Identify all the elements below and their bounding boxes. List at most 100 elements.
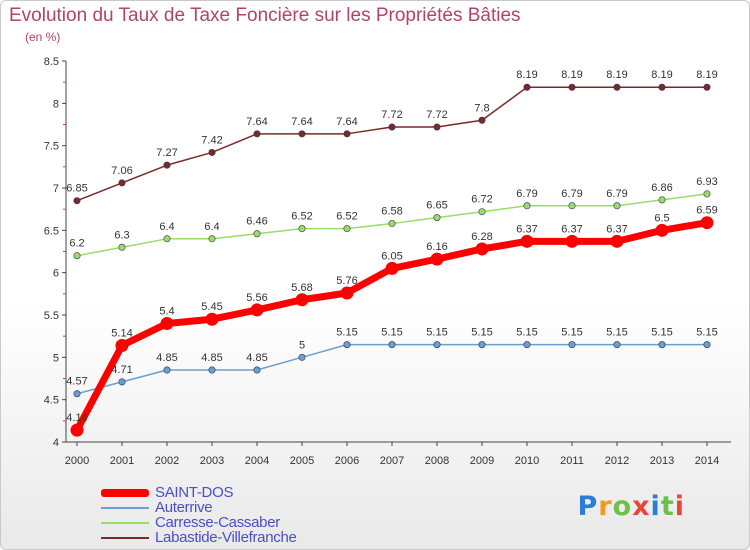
data-point <box>388 220 396 228</box>
chart-title: Evolution du Taux de Taxe Foncière sur l… <box>9 5 521 26</box>
data-point <box>73 252 81 260</box>
data-label: 6.37 <box>606 223 627 235</box>
logo-letter: P <box>577 491 599 522</box>
data-label: 6.79 <box>606 188 627 200</box>
data-label: 8.19 <box>516 69 537 81</box>
y-tick-label: 8 <box>53 98 59 110</box>
x-tick-label: 2004 <box>245 455 269 467</box>
data-label: 7.06 <box>111 165 132 177</box>
data-point <box>433 341 441 349</box>
data-labels: 4.14 5.14 5.4 5.45 5.56 5.68 5.76 6.05 6.16 6.28 6… <box>66 69 717 424</box>
data-label: 8.19 <box>606 69 627 81</box>
data-point <box>118 378 126 386</box>
y-tick-label: 7.5 <box>44 141 59 153</box>
data-point <box>253 366 261 374</box>
x-tick-label: 2010 <box>515 455 539 467</box>
data-point <box>298 225 306 233</box>
x-tick-label: 2000 <box>65 455 89 467</box>
y-tick-label: 5.5 <box>44 310 59 322</box>
data-point <box>253 130 261 138</box>
data-label: 6.28 <box>471 231 492 243</box>
data-point <box>250 303 264 317</box>
x-tick-label: 2011 <box>560 455 584 467</box>
series-layer <box>70 83 714 437</box>
logo-letter: i <box>650 491 661 522</box>
data-label: 6.37 <box>561 223 582 235</box>
data-label: 7.72 <box>426 109 447 121</box>
data-point <box>703 341 711 349</box>
x-tick-label: 2013 <box>650 455 674 467</box>
data-point <box>568 83 576 91</box>
legend-swatch <box>101 536 149 539</box>
data-point <box>475 242 489 256</box>
y-tick-label: 7 <box>53 183 59 195</box>
data-label: 6.58 <box>381 206 402 218</box>
data-label: 5.15 <box>471 327 492 339</box>
data-label: 6.79 <box>561 188 582 200</box>
data-point <box>343 225 351 233</box>
data-point <box>118 179 126 187</box>
data-point <box>253 230 261 238</box>
data-point <box>703 190 711 198</box>
data-label: 5.15 <box>381 327 402 339</box>
data-label: 5.15 <box>696 327 717 339</box>
data-point <box>298 130 306 138</box>
data-point <box>568 341 576 349</box>
x-tick-label: 2007 <box>380 455 404 467</box>
data-point <box>658 83 666 91</box>
data-point <box>163 235 171 243</box>
series-line-labastide-villefranche <box>76 86 708 202</box>
data-label: 6.59 <box>696 205 717 217</box>
data-point <box>385 261 399 275</box>
data-point <box>205 312 219 326</box>
data-label: 5 <box>299 339 305 351</box>
data-point <box>160 316 174 330</box>
data-label: 8.19 <box>696 69 717 81</box>
data-point <box>73 197 81 205</box>
x-tick-label: 2014 <box>695 455 719 467</box>
data-label: 5.4 <box>159 305 174 317</box>
x-tick-label: 2001 <box>110 455 134 467</box>
data-label: 6.65 <box>426 200 447 212</box>
x-tick-label: 2006 <box>335 455 359 467</box>
logo-letter: r <box>598 491 613 522</box>
data-label: 6.5 <box>654 212 669 224</box>
y-tick-label: 4.5 <box>44 395 59 407</box>
data-point <box>700 216 714 230</box>
data-label: 5.56 <box>246 292 267 304</box>
data-point <box>523 83 531 91</box>
data-point <box>478 116 486 124</box>
legend-label: Auterrive <box>155 499 213 516</box>
data-label: 4.85 <box>156 352 177 364</box>
data-point <box>70 423 84 437</box>
data-label: 6.16 <box>426 241 447 253</box>
data-point <box>295 293 309 307</box>
data-label: 5.15 <box>651 327 672 339</box>
legend-item-saint-dos: SAINT-DOS <box>101 484 297 501</box>
data-point <box>613 341 621 349</box>
data-label: 5.76 <box>336 275 357 287</box>
data-point <box>208 148 216 156</box>
legend-label: Labastide-Villefranche <box>155 529 297 546</box>
data-label: 6.86 <box>651 182 672 194</box>
data-label: 5.15 <box>336 327 357 339</box>
data-point <box>565 234 579 248</box>
data-label: 7.64 <box>246 116 267 128</box>
x-tick-label: 2005 <box>290 455 314 467</box>
data-label: 6.4 <box>159 221 174 233</box>
legend-item-carresse-cassaber: Carresse-Cassaber <box>101 514 297 531</box>
data-point <box>610 234 624 248</box>
y-tick-label: 6 <box>53 268 59 280</box>
y-tick-label: 4 <box>53 437 59 449</box>
legend-label: SAINT-DOS <box>155 484 234 501</box>
data-label: 5.14 <box>111 327 132 339</box>
data-point <box>430 252 444 266</box>
data-label: 5.68 <box>291 282 312 294</box>
data-label: 7.64 <box>291 116 312 128</box>
logo-letter: t <box>660 491 675 522</box>
data-label: 4.85 <box>201 352 222 364</box>
data-label: 6.4 <box>204 221 219 233</box>
